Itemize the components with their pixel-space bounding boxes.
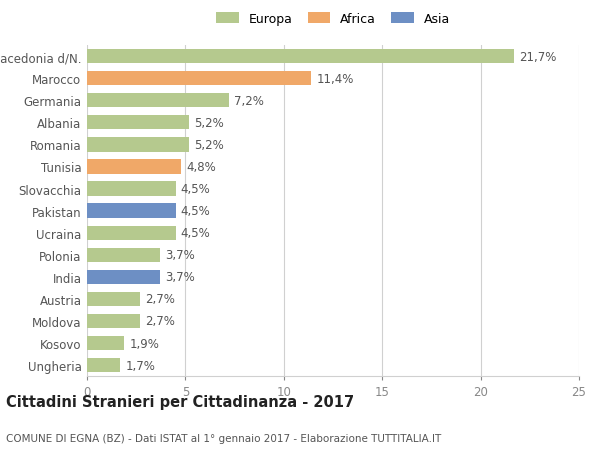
- Bar: [87, 94, 229, 108]
- Bar: [87, 182, 176, 196]
- Text: 1,7%: 1,7%: [125, 359, 155, 372]
- Text: 2,7%: 2,7%: [145, 293, 175, 306]
- Text: Cittadini Stranieri per Cittadinanza - 2017: Cittadini Stranieri per Cittadinanza - 2…: [6, 394, 354, 409]
- Bar: [87, 270, 160, 285]
- Text: 7,2%: 7,2%: [233, 95, 263, 107]
- Text: 1,9%: 1,9%: [130, 337, 159, 350]
- Text: 5,2%: 5,2%: [194, 117, 224, 129]
- Bar: [87, 226, 176, 241]
- Text: 4,5%: 4,5%: [181, 205, 210, 218]
- Bar: [87, 204, 176, 218]
- Text: 21,7%: 21,7%: [519, 50, 556, 63]
- Text: 4,8%: 4,8%: [187, 161, 216, 174]
- Text: 4,5%: 4,5%: [181, 183, 210, 196]
- Bar: [87, 292, 140, 307]
- Bar: [87, 160, 181, 174]
- Bar: [87, 358, 121, 373]
- Text: 3,7%: 3,7%: [165, 249, 194, 262]
- Bar: [87, 138, 190, 152]
- Bar: [87, 50, 514, 64]
- Legend: Europa, Africa, Asia: Europa, Africa, Asia: [212, 9, 454, 30]
- Text: 3,7%: 3,7%: [165, 271, 194, 284]
- Text: COMUNE DI EGNA (BZ) - Dati ISTAT al 1° gennaio 2017 - Elaborazione TUTTITALIA.IT: COMUNE DI EGNA (BZ) - Dati ISTAT al 1° g…: [6, 433, 441, 442]
- Bar: [87, 314, 140, 329]
- Bar: [87, 248, 160, 263]
- Text: 4,5%: 4,5%: [181, 227, 210, 240]
- Bar: [87, 336, 124, 351]
- Text: 11,4%: 11,4%: [316, 73, 353, 85]
- Bar: [87, 116, 190, 130]
- Bar: [87, 72, 311, 86]
- Text: 5,2%: 5,2%: [194, 139, 224, 151]
- Text: 2,7%: 2,7%: [145, 315, 175, 328]
